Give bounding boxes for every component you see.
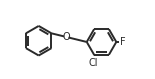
Text: F: F [120, 37, 125, 47]
Text: Cl: Cl [88, 58, 98, 68]
Text: O: O [62, 32, 70, 42]
